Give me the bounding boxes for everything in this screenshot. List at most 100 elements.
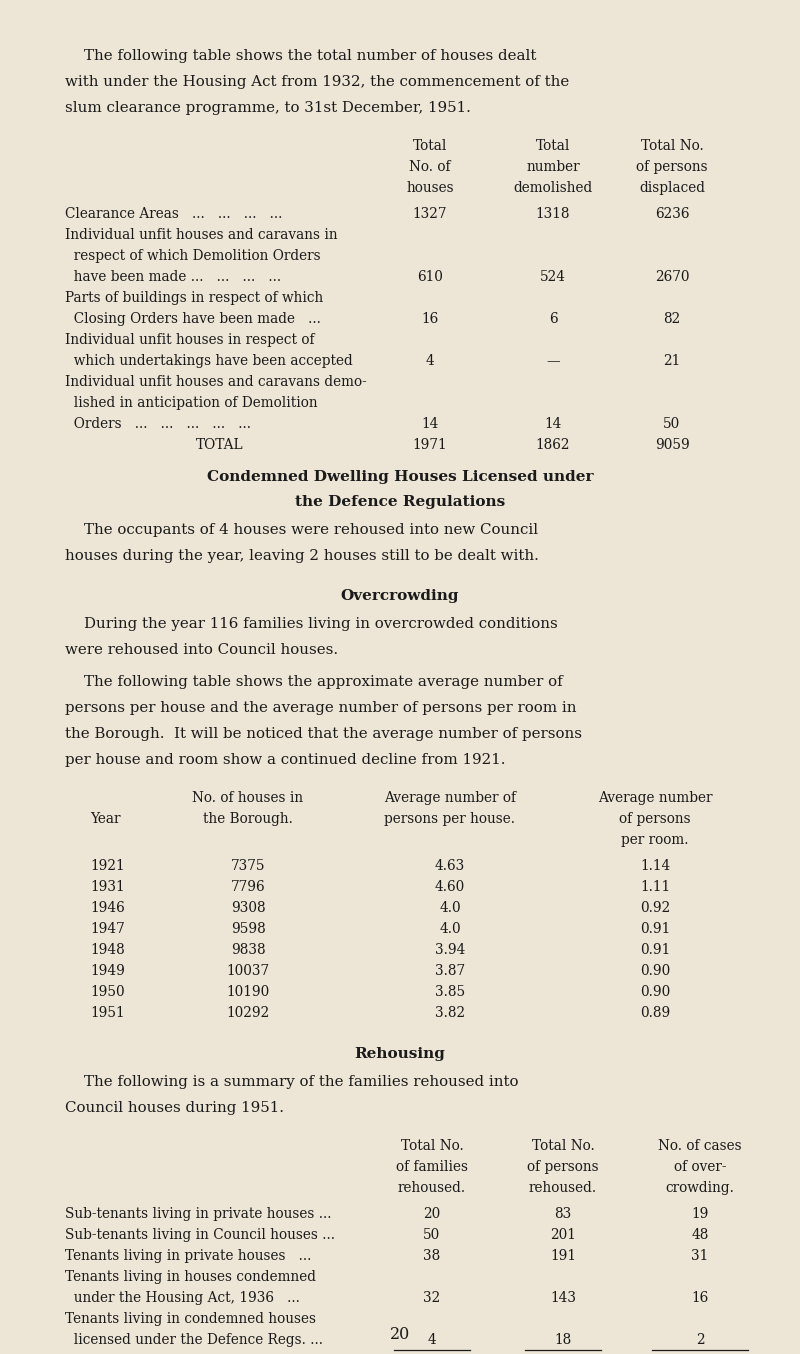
Text: 201: 201 — [550, 1228, 576, 1242]
Text: 9598: 9598 — [230, 922, 266, 936]
Text: No. of houses in: No. of houses in — [193, 791, 303, 806]
Text: crowding.: crowding. — [666, 1181, 734, 1196]
Text: The occupants of 4 houses were rehoused into new Council: The occupants of 4 houses were rehoused … — [65, 523, 538, 538]
Text: per room.: per room. — [622, 833, 689, 848]
Text: 19: 19 — [691, 1206, 709, 1221]
Text: Individual unfit houses and caravans in: Individual unfit houses and caravans in — [65, 227, 338, 242]
Text: Tenants living in private houses   ...: Tenants living in private houses ... — [65, 1248, 311, 1263]
Text: Total: Total — [536, 139, 570, 153]
Text: 21: 21 — [663, 353, 681, 368]
Text: 3.94: 3.94 — [435, 942, 465, 957]
Text: 20: 20 — [423, 1206, 441, 1221]
Text: 1921: 1921 — [90, 858, 125, 873]
Text: houses during the year, leaving 2 houses still to be dealt with.: houses during the year, leaving 2 houses… — [65, 548, 539, 563]
Text: Total No.: Total No. — [641, 139, 703, 153]
Text: Closing Orders have been made   ...: Closing Orders have been made ... — [65, 311, 321, 326]
Text: the Borough.  It will be noticed that the average number of persons: the Borough. It will be noticed that the… — [65, 727, 582, 741]
Text: 10292: 10292 — [226, 1006, 270, 1020]
Text: of persons: of persons — [619, 812, 691, 826]
Text: 4: 4 — [426, 353, 434, 368]
Text: Clearance Areas   ...   ...   ...   ...: Clearance Areas ... ... ... ... — [65, 207, 282, 221]
Text: rehoused.: rehoused. — [529, 1181, 597, 1196]
Text: Sub-tenants living in Council houses ...: Sub-tenants living in Council houses ... — [65, 1228, 335, 1242]
Text: 82: 82 — [663, 311, 681, 326]
Text: Year: Year — [90, 812, 121, 826]
Text: Council houses during 1951.: Council houses during 1951. — [65, 1101, 284, 1114]
Text: 4.0: 4.0 — [439, 900, 461, 915]
Text: Total: Total — [413, 139, 447, 153]
Text: Parts of buildings in respect of which: Parts of buildings in respect of which — [65, 291, 323, 305]
Text: Total No.: Total No. — [401, 1139, 463, 1154]
Text: 10190: 10190 — [226, 984, 270, 999]
Text: 0.90: 0.90 — [640, 964, 670, 978]
Text: of persons: of persons — [636, 160, 708, 175]
Text: Condemned Dwelling Houses Licensed under: Condemned Dwelling Houses Licensed under — [206, 470, 594, 483]
Text: 83: 83 — [554, 1206, 572, 1221]
Text: 9059: 9059 — [654, 437, 690, 452]
Text: 7375: 7375 — [230, 858, 266, 873]
Text: number: number — [526, 160, 580, 175]
Text: of over-: of over- — [674, 1160, 726, 1174]
Text: 0.90: 0.90 — [640, 984, 670, 999]
Text: 16: 16 — [691, 1290, 709, 1305]
Text: of families: of families — [396, 1160, 468, 1174]
Text: 1950: 1950 — [90, 984, 125, 999]
Text: displaced: displaced — [639, 181, 705, 195]
Text: 14: 14 — [544, 417, 562, 431]
Text: were rehoused into Council houses.: were rehoused into Council houses. — [65, 643, 338, 657]
Text: 2670: 2670 — [654, 269, 690, 284]
Text: 1946: 1946 — [90, 900, 125, 915]
Text: The following table shows the total number of houses dealt: The following table shows the total numb… — [65, 49, 536, 64]
Text: respect of which Demolition Orders: respect of which Demolition Orders — [65, 249, 321, 263]
Text: 4.0: 4.0 — [439, 922, 461, 936]
Text: 0.89: 0.89 — [640, 1006, 670, 1020]
Text: 1947: 1947 — [90, 922, 125, 936]
Text: 2: 2 — [696, 1332, 704, 1347]
Text: 143: 143 — [550, 1290, 576, 1305]
Text: which undertakings have been accepted: which undertakings have been accepted — [65, 353, 353, 368]
Text: Sub-tenants living in private houses ...: Sub-tenants living in private houses ... — [65, 1206, 331, 1221]
Text: the Borough.: the Borough. — [203, 812, 293, 826]
Text: 4: 4 — [428, 1332, 436, 1347]
Text: of persons: of persons — [527, 1160, 599, 1174]
Text: 1862: 1862 — [536, 437, 570, 452]
Text: lished in anticipation of Demolition: lished in anticipation of Demolition — [65, 395, 318, 410]
Text: 9308: 9308 — [230, 900, 266, 915]
Text: persons per house.: persons per house. — [385, 812, 515, 826]
Text: 10037: 10037 — [226, 964, 270, 978]
Text: 50: 50 — [423, 1228, 441, 1242]
Text: 50: 50 — [663, 417, 681, 431]
Text: During the year 116 families living in overcrowded conditions: During the year 116 families living in o… — [65, 617, 558, 631]
Text: slum clearance programme, to 31st December, 1951.: slum clearance programme, to 31st Decemb… — [65, 102, 471, 115]
Text: 191: 191 — [550, 1248, 576, 1263]
Text: TOTAL: TOTAL — [196, 437, 244, 452]
Text: Tenants living in houses condemned: Tenants living in houses condemned — [65, 1270, 316, 1284]
Text: licensed under the Defence Regs. ...: licensed under the Defence Regs. ... — [65, 1332, 323, 1347]
Text: have been made ...   ...   ...   ...: have been made ... ... ... ... — [65, 269, 281, 284]
Text: 4.60: 4.60 — [435, 880, 465, 894]
Text: 1951: 1951 — [90, 1006, 125, 1020]
Text: 31: 31 — [691, 1248, 709, 1263]
Text: Total No.: Total No. — [532, 1139, 594, 1154]
Text: 610: 610 — [417, 269, 443, 284]
Text: Tenants living in condemned houses: Tenants living in condemned houses — [65, 1312, 316, 1326]
Text: 1.14: 1.14 — [640, 858, 670, 873]
Text: per house and room show a continued decline from 1921.: per house and room show a continued decl… — [65, 753, 506, 766]
Text: 20: 20 — [390, 1326, 410, 1343]
Text: under the Housing Act, 1936   ...: under the Housing Act, 1936 ... — [65, 1290, 300, 1305]
Text: The following is a summary of the families rehoused into: The following is a summary of the famili… — [65, 1075, 518, 1089]
Text: demolished: demolished — [514, 181, 593, 195]
Text: 6: 6 — [549, 311, 558, 326]
Text: Average number of: Average number of — [384, 791, 516, 806]
Text: 14: 14 — [422, 417, 438, 431]
Text: houses: houses — [406, 181, 454, 195]
Text: 0.91: 0.91 — [640, 922, 670, 936]
Text: Individual unfit houses in respect of: Individual unfit houses in respect of — [65, 333, 314, 347]
Text: 32: 32 — [423, 1290, 441, 1305]
Text: 38: 38 — [423, 1248, 441, 1263]
Text: —: — — [546, 353, 560, 368]
Text: Individual unfit houses and caravans demo-: Individual unfit houses and caravans dem… — [65, 375, 366, 389]
Text: 1948: 1948 — [90, 942, 125, 957]
Text: the Defence Regulations: the Defence Regulations — [295, 496, 505, 509]
Text: The following table shows the approximate average number of: The following table shows the approximat… — [65, 676, 562, 689]
